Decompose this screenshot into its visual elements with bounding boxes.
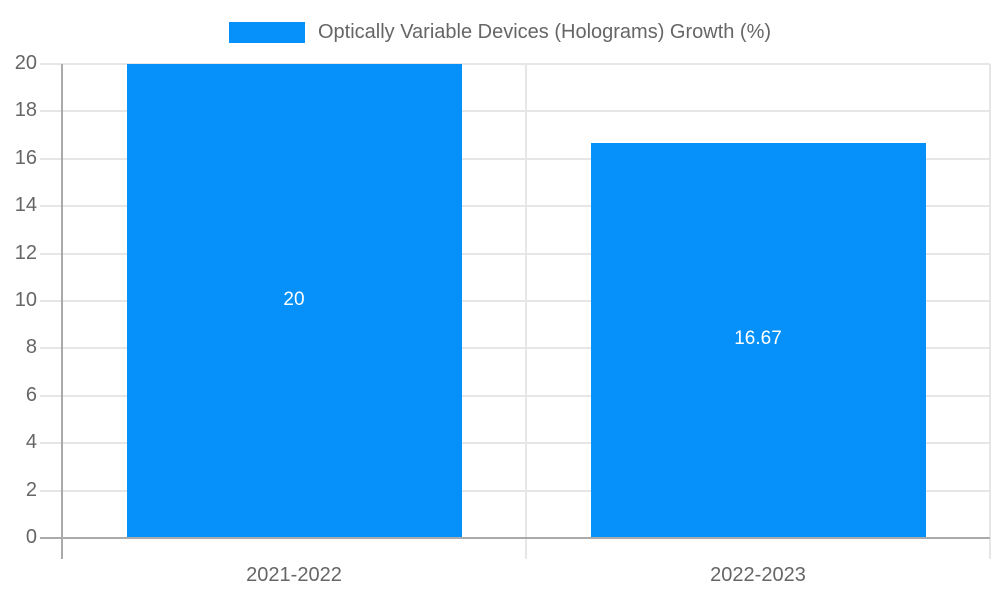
x-axis-baseline [40,537,990,539]
category-boundary-line [989,64,991,559]
gridline-y [40,394,990,397]
x-tick-label: 2021-2022 [246,564,342,586]
x-tick-label: 2022-2023 [710,564,806,586]
bar-value-label: 20 [283,289,305,310]
y-tick-label: 18 [14,99,37,122]
y-tick-label: 14 [14,194,37,217]
gridline-y [40,110,990,113]
legend-label: Optically Variable Devices (Holograms) G… [317,20,772,43]
gridline-y [40,205,990,208]
y-tick-label: 10 [14,289,37,311]
chart-legend: Optically Variable Devices (Holograms) G… [0,17,1000,47]
gridline-y [40,489,990,492]
gridline-y [40,252,990,255]
gridline-y [40,63,990,65]
y-tick-label: 0 [25,526,37,548]
bar-2021-2022: 20 [126,64,462,538]
bar-2022-2023: 16.67 [590,142,926,538]
category-boundary-line [525,64,527,559]
y-tick-label: 8 [25,336,37,359]
y-tick-label: 20 [14,52,37,74]
y-tick-label: 16 [14,146,37,169]
y-axis-line [61,64,63,559]
y-tick-label: 6 [25,383,37,406]
y-tick-label: 2 [25,478,37,501]
gridline-y [40,347,990,350]
bar-value-label: 16.67 [734,328,782,350]
y-tick-label: 12 [14,241,37,264]
legend-swatch [228,21,305,43]
y-tick-label: 4 [25,431,37,454]
gridline-y [40,442,990,445]
gridline-y [40,300,990,302]
gridline-y [40,157,990,160]
